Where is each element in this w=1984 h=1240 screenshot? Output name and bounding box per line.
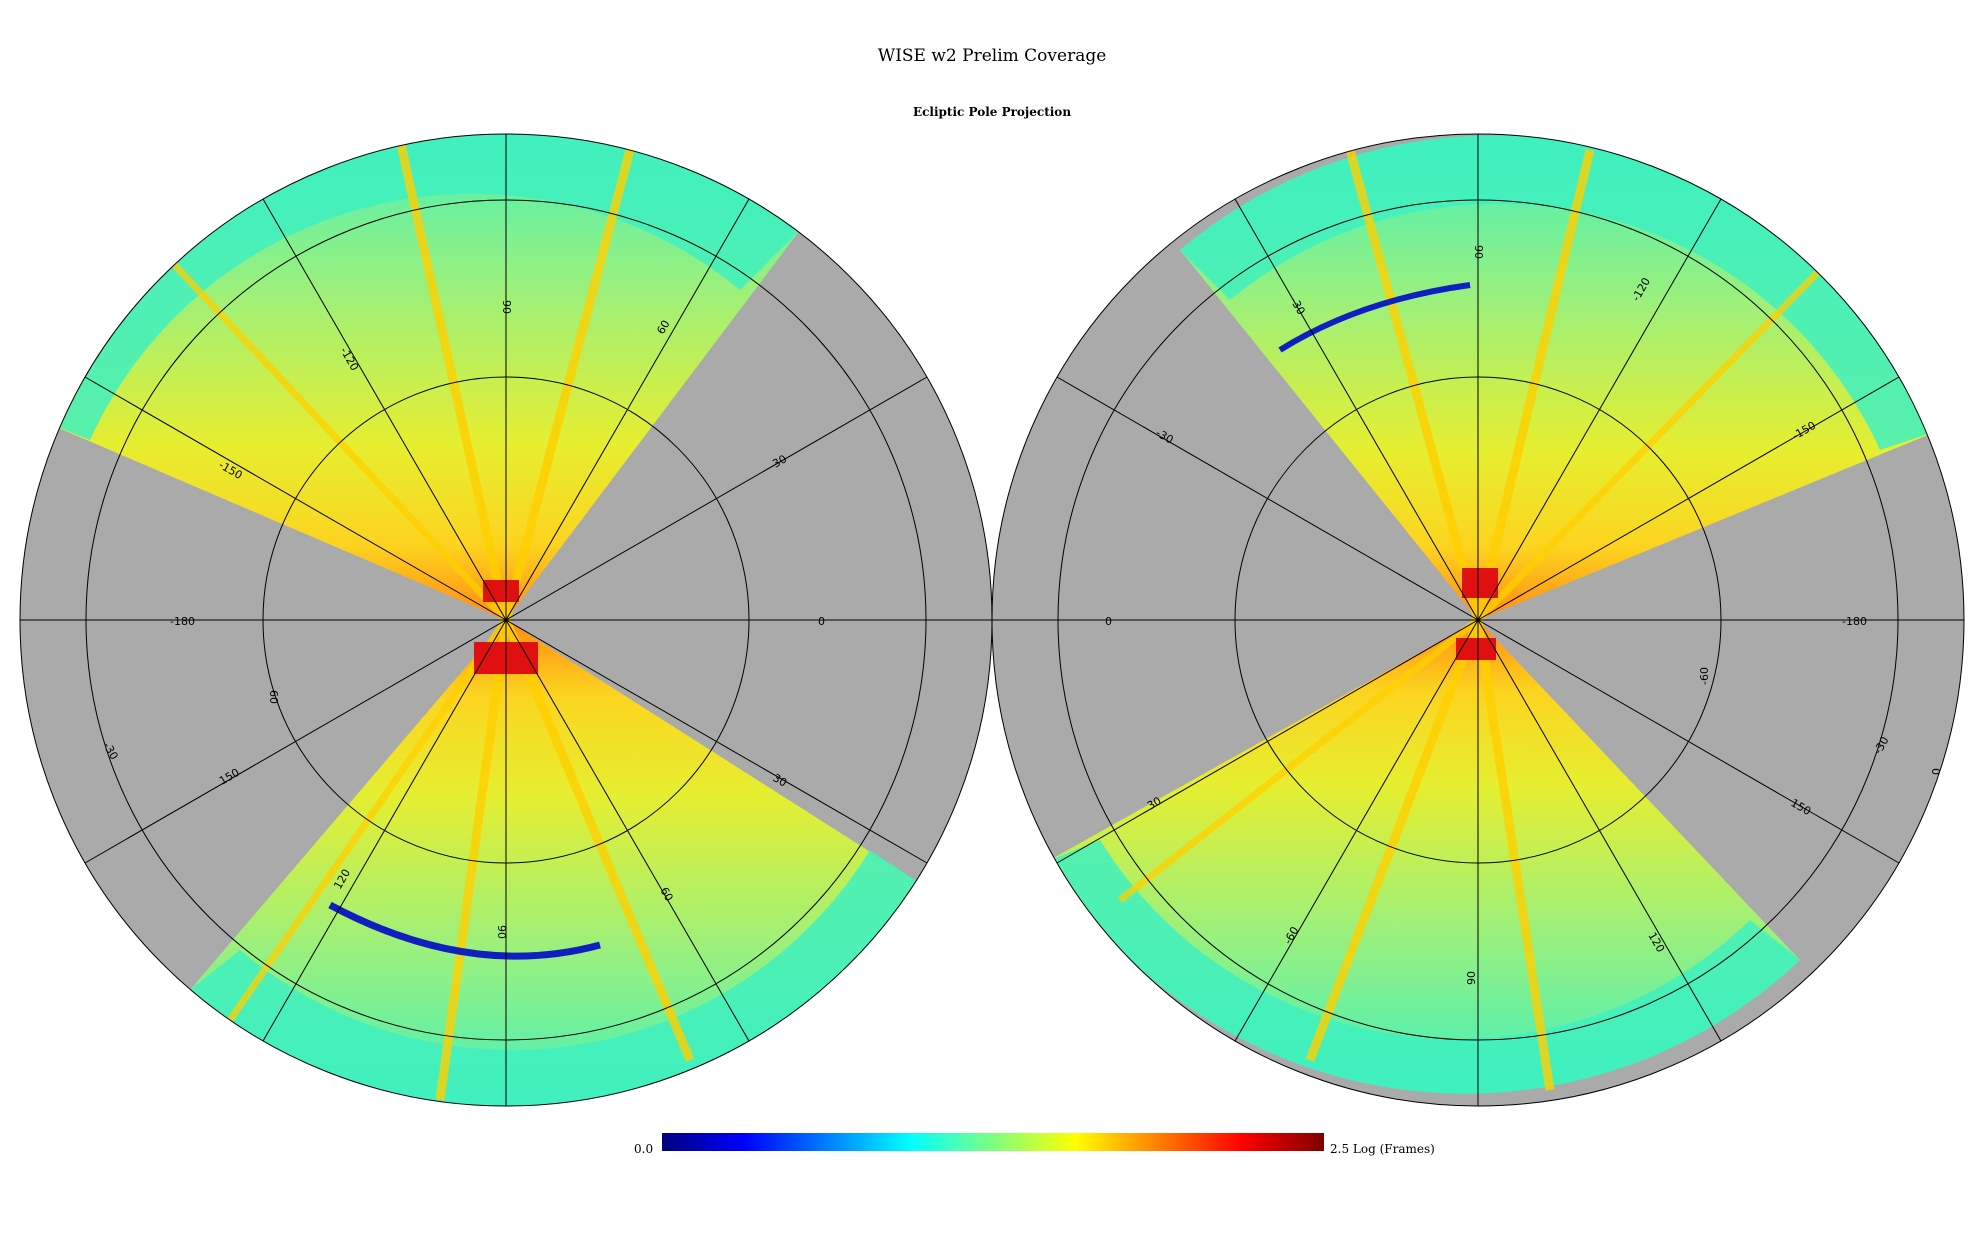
label-left-lon-30: 30 [771, 771, 790, 789]
left-stripe [395, 139, 511, 621]
map-subtitle: Ecliptic Pole Projection [912, 105, 1072, 119]
right-stripe [1117, 617, 1481, 903]
right-stripe [1345, 148, 1483, 622]
label-left-lat-60: 60 [267, 690, 280, 704]
left-low-coverage-streak [328, 901, 601, 960]
left-stripe [167, 257, 509, 623]
right-low-coverage-streak [1278, 282, 1471, 353]
label-left-lon-60-top: 60 [654, 318, 672, 337]
right-stripe [1473, 619, 1555, 1091]
right-core-lower [1456, 638, 1496, 660]
left-graticule [19, 133, 993, 1107]
label-right-lon-0-left: 0 [1105, 615, 1112, 628]
label-left-lon-60-bottom: 60 [657, 885, 675, 904]
label-right-lon-m180: -180 [1842, 615, 1867, 628]
colorbar-min-label: 0.0 [634, 1142, 654, 1156]
colorbar [662, 1133, 1324, 1151]
label-right-lon-30: 30 [1145, 794, 1164, 812]
label-left-lon-90-top: 90 [500, 300, 513, 314]
map-title: WISE w2 Prelim Coverage [877, 46, 1107, 66]
label-left-lon-m180: -180 [170, 615, 195, 628]
right-stripe [1305, 618, 1483, 1062]
label-right-lon-90-top: 90 [1472, 245, 1485, 259]
label-left-lon-0: 0 [818, 615, 825, 628]
label-left-lon-90-bottom: 90 [495, 925, 508, 939]
left-core-upper [483, 580, 519, 602]
label-right-lat-m60: -60 [1698, 667, 1711, 685]
right-lower-rim [1050, 840, 1800, 1094]
right-core-upper [1462, 568, 1498, 598]
left-stripe [435, 619, 511, 1101]
label-right-lon-90-bottom: 90 [1465, 971, 1478, 985]
right-stripe [1475, 267, 1823, 623]
left-stripe [501, 618, 695, 1062]
label-right-lon-0-right: 0 [1930, 768, 1943, 775]
colorbar-max-label: 2.5 Log (Frames) [1330, 1142, 1435, 1156]
right-stripe [1473, 148, 1595, 622]
right-graticule [991, 133, 1965, 1107]
